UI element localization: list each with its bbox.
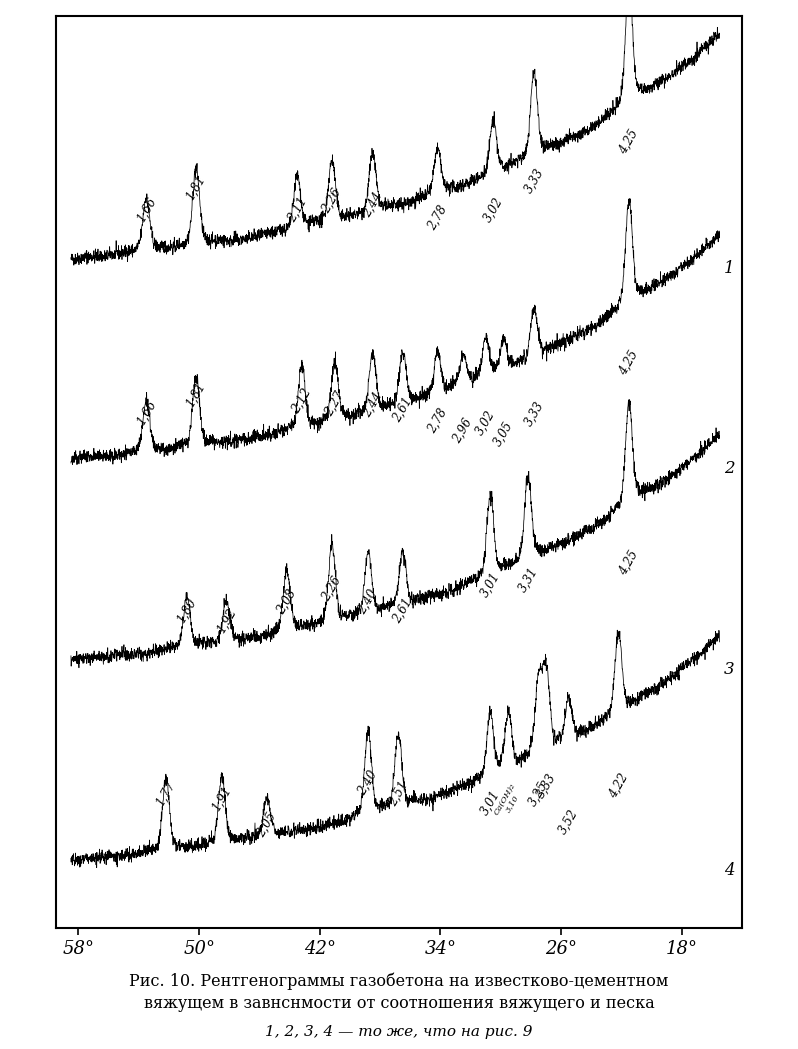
Text: 2,51: 2,51 <box>386 778 410 808</box>
Text: 2,44: 2,44 <box>361 190 385 219</box>
Text: 1,81: 1,81 <box>184 380 208 409</box>
Text: 3,25: 3,25 <box>527 778 551 808</box>
Text: 2: 2 <box>724 461 735 477</box>
Text: 3,31: 3,31 <box>516 565 540 595</box>
Text: 2,44: 2,44 <box>361 390 385 420</box>
Text: 2,26: 2,26 <box>320 574 344 603</box>
Text: 1,66: 1,66 <box>134 399 159 427</box>
Text: 1,80: 1,80 <box>175 596 200 625</box>
Text: 1,66: 1,66 <box>134 195 159 224</box>
Text: 2,61: 2,61 <box>390 395 415 425</box>
Text: 1,81: 1,81 <box>184 173 208 202</box>
Text: 3,52: 3,52 <box>556 808 581 836</box>
Text: 4,25: 4,25 <box>617 128 642 157</box>
Text: 4,25: 4,25 <box>617 347 642 377</box>
Text: 3: 3 <box>724 661 735 678</box>
Text: 4: 4 <box>724 861 735 879</box>
Text: Ca(OH)₂
3,10: Ca(OH)₂ 3,10 <box>492 782 524 821</box>
Text: 2,05: 2,05 <box>255 810 279 839</box>
Text: 2,11: 2,11 <box>285 195 310 224</box>
Text: 1: 1 <box>724 260 735 277</box>
Text: 4,25: 4,25 <box>617 549 642 578</box>
Text: 3,05: 3,05 <box>492 419 516 448</box>
Text: 3,02: 3,02 <box>481 195 505 224</box>
Text: 2,27: 2,27 <box>322 389 347 419</box>
Text: 3,33: 3,33 <box>534 771 559 800</box>
Text: 2,96: 2,96 <box>451 416 476 446</box>
Text: 2,61: 2,61 <box>390 596 415 625</box>
Text: 3,33: 3,33 <box>522 167 546 196</box>
Text: 2,78: 2,78 <box>425 202 449 232</box>
Text: 1,77: 1,77 <box>154 778 178 808</box>
Text: 2,08: 2,08 <box>275 587 298 617</box>
Text: 2,78: 2,78 <box>425 406 449 435</box>
Text: 1,91: 1,91 <box>210 784 234 813</box>
Text: 3,01: 3,01 <box>478 788 503 817</box>
Text: 2,26: 2,26 <box>320 186 344 215</box>
Text: 3,02: 3,02 <box>473 408 498 437</box>
Text: 2,40: 2,40 <box>356 768 381 797</box>
Text: 4,22: 4,22 <box>606 771 630 800</box>
Text: 1,92: 1,92 <box>214 606 239 636</box>
Text: вяжущем в завнснмости от соотношения вяжущего и песка: вяжущем в завнснмости от соотношения вяж… <box>144 996 654 1012</box>
Text: Рис. 10. Рентгенограммы газобетона на известково-цементном: Рис. 10. Рентгенограммы газобетона на из… <box>129 972 669 989</box>
Text: 2,40: 2,40 <box>356 587 381 617</box>
Text: 3,01: 3,01 <box>478 571 503 600</box>
Text: 1, 2, 3, 4 — то же, что на рис. 9: 1, 2, 3, 4 — то же, что на рис. 9 <box>265 1025 533 1040</box>
Text: 3,33: 3,33 <box>522 400 546 429</box>
Text: 2,12: 2,12 <box>290 386 314 415</box>
